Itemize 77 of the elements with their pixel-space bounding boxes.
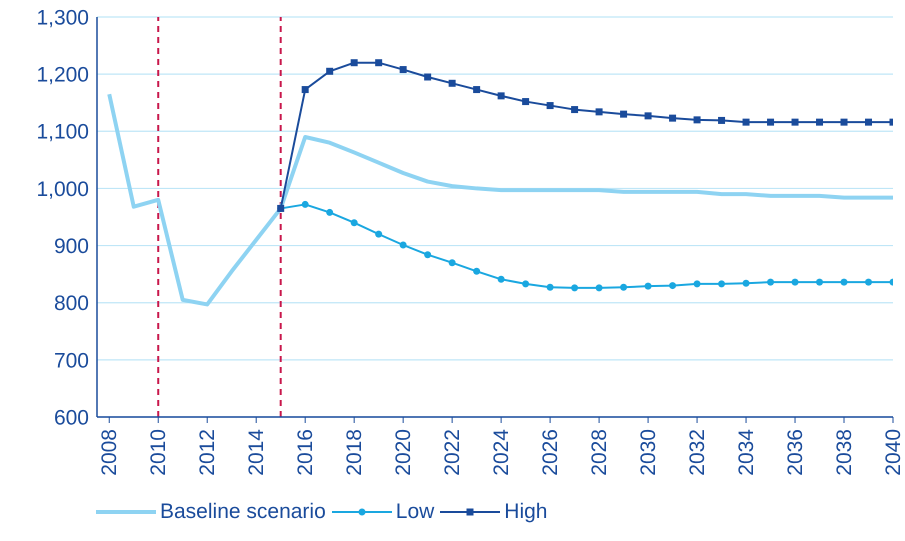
point: [424, 74, 432, 80]
point: [498, 276, 505, 283]
y-tick-label: 900: [54, 235, 89, 258]
y-tick-label: 600: [54, 406, 89, 430]
y-tick-label: 1,300: [36, 6, 89, 30]
point: [865, 278, 872, 286]
point: [620, 110, 628, 118]
point: [522, 98, 530, 106]
point: [816, 278, 824, 286]
x-tick-label: 2012: [196, 429, 220, 476]
x-tick-label: 2028: [588, 429, 611, 476]
point: [718, 280, 726, 288]
point: [448, 259, 456, 266]
point: [326, 208, 334, 216]
point: [546, 102, 554, 110]
point: [302, 86, 309, 94]
point: [669, 114, 676, 122]
y-tick-label: 800: [54, 292, 89, 316]
point: [596, 284, 603, 292]
point: [498, 92, 505, 100]
x-tick-label: 2018: [343, 429, 366, 476]
point: [644, 112, 652, 120]
y-tick-label: 1,100: [36, 120, 89, 144]
point: [424, 251, 432, 258]
x-tick-label: 2014: [245, 428, 268, 476]
point: [620, 284, 628, 291]
point: [326, 68, 334, 75]
legend-label: Low: [396, 500, 434, 524]
x-tick-label: 2020: [392, 429, 416, 476]
x-tick-label: 2036: [784, 429, 807, 476]
x-tick-label: 2026: [539, 429, 562, 476]
point: [840, 118, 848, 126]
y-tick-label: 1,200: [36, 64, 89, 87]
point: [816, 118, 824, 126]
point: [546, 284, 554, 291]
x-tick-label: 2034: [734, 428, 758, 476]
point: [375, 59, 382, 66]
point: [767, 118, 774, 126]
point: [596, 108, 603, 116]
x-tick-label: 2010: [147, 429, 170, 476]
x-tick-label: 2040: [882, 429, 905, 476]
point: [571, 106, 578, 114]
point: [718, 116, 726, 124]
point: [350, 59, 358, 66]
point: [302, 200, 309, 208]
point: [669, 282, 676, 290]
x-tick-label: 2022: [441, 429, 464, 476]
x-tick-label: 2008: [98, 429, 122, 476]
y-tick-label: 1,000: [36, 178, 89, 201]
point: [400, 66, 407, 74]
point: [473, 268, 480, 275]
point: [742, 118, 750, 126]
point: [473, 86, 480, 94]
point: [840, 278, 848, 286]
point: [448, 80, 456, 87]
x-tick-label: 2030: [636, 429, 660, 476]
point: [350, 219, 358, 226]
line-series: [107, 92, 893, 306]
point: [694, 280, 701, 288]
point: [742, 280, 750, 287]
x-tick-label: 2038: [832, 429, 856, 476]
point: [400, 242, 407, 248]
point: [767, 278, 774, 286]
point: [792, 118, 799, 126]
point: [865, 118, 872, 126]
point: [522, 280, 530, 288]
x-tick-label: 2024: [490, 428, 514, 476]
point: [694, 116, 701, 124]
x-tick-label: 2032: [686, 429, 709, 476]
point: [644, 282, 652, 290]
point: [375, 230, 382, 238]
y-tick-label: 700: [54, 349, 89, 372]
legend-label: High: [504, 500, 548, 524]
point: [571, 284, 578, 292]
x-tick-label: 2016: [294, 429, 318, 476]
legend-label: Baseline scenario: [160, 500, 326, 524]
point: [792, 278, 799, 286]
